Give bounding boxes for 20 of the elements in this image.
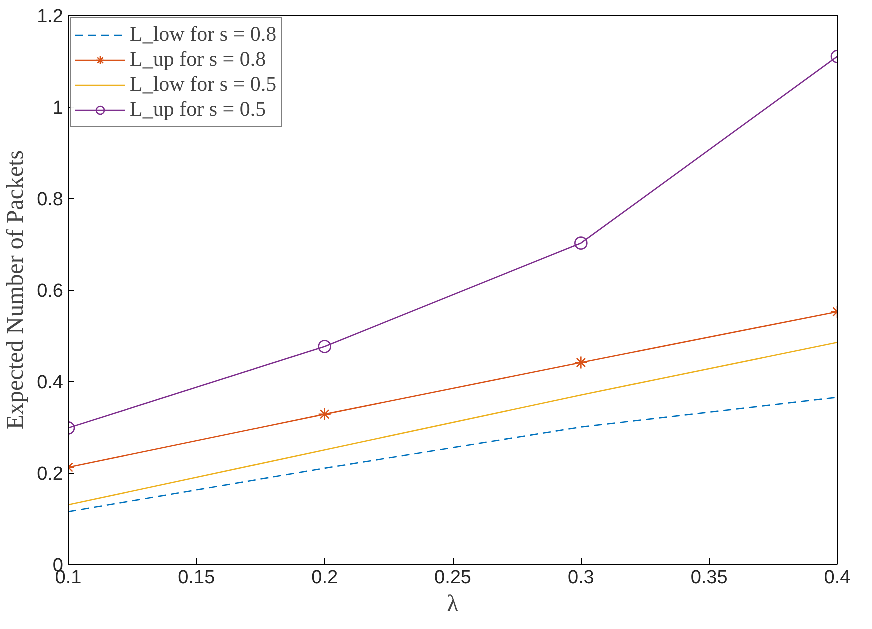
- y-tick-label: 1.2: [37, 6, 64, 28]
- line-series: [68, 396, 838, 513]
- x-tick-label: 0.35: [690, 568, 728, 588]
- legend-label: L_low for s = 0.5: [130, 72, 277, 97]
- y-tick-label: 0.4: [37, 372, 64, 394]
- legend-label: L_low for s = 0.8: [130, 22, 277, 47]
- y-axis-title: Expected Number of Packets: [3, 150, 30, 430]
- x-tick-label: 0.2: [312, 568, 338, 588]
- line-series: [68, 342, 838, 506]
- x-tick-label: 0.15: [178, 568, 216, 588]
- legend-label: L_up for s = 0.8: [130, 47, 266, 72]
- y-tick-label: 0.6: [37, 281, 64, 302]
- y-tick-label: 0.8: [37, 190, 64, 210]
- legend-label: L_up for s = 0.5: [130, 97, 266, 122]
- x-tick-label: 0.3: [568, 568, 594, 588]
- y-tick-label: 1: [52, 98, 64, 119]
- y-tick-label: 0.2: [37, 464, 64, 485]
- x-tick-label: 0.25: [434, 568, 472, 588]
- x-axis-title: λ: [447, 592, 460, 618]
- x-tick-label: 0.4: [824, 568, 852, 588]
